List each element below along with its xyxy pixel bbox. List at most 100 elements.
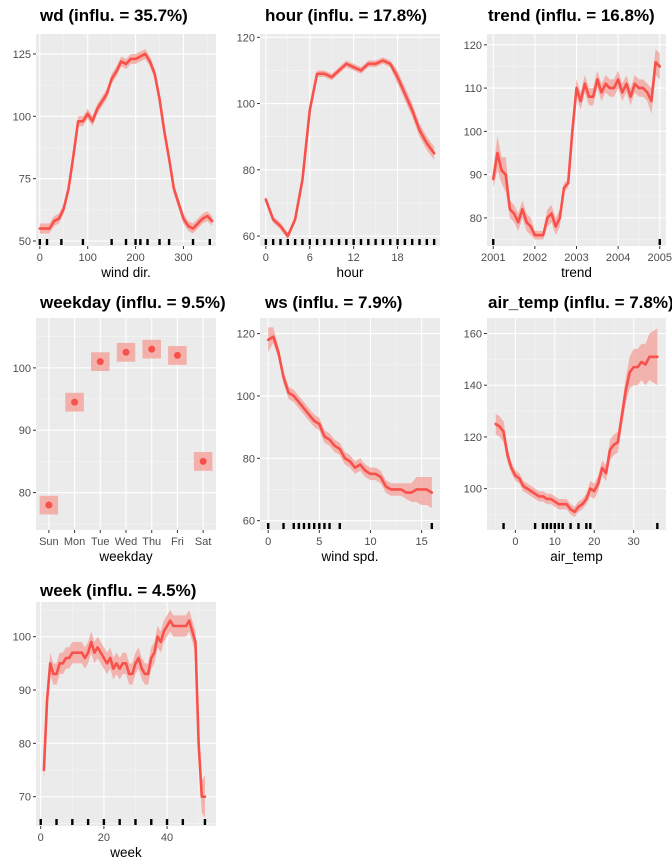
panel-title: ws (influ. = 7.9%) [264, 293, 402, 312]
data-layer [38, 48, 214, 245]
x-tick-label: 0 [38, 832, 44, 844]
point [45, 501, 53, 509]
x-tick-label: 40 [161, 832, 173, 844]
series-line [491, 60, 662, 237]
plot-background [36, 602, 216, 826]
x-axis-label: wind spd. [320, 549, 378, 564]
data-layer [39, 339, 213, 515]
series-line [266, 335, 434, 494]
x-tick-label: 20 [98, 832, 110, 844]
y-tick-label: 80 [243, 453, 255, 465]
y-tick-label: 60 [243, 231, 255, 243]
y-tick-label: 120 [237, 329, 255, 341]
x-tick-label: 20 [588, 536, 600, 548]
y-tick-label: 120 [464, 40, 482, 52]
x-tick-label: 10 [549, 536, 561, 548]
panel-hour: hour (influ. = 17.8%) 60 80 100 120 0 6 12 18 hou… [237, 6, 440, 280]
panel-title: air_temp (influ. = 7.8%) [488, 293, 672, 312]
y-tick-label: 110 [464, 83, 482, 95]
plot-background [260, 34, 440, 246]
confidence-band [495, 328, 658, 518]
y-tick-label: 100 [464, 484, 482, 496]
y-tick-label: 125 [13, 49, 31, 61]
y-tick-label: 80 [243, 165, 255, 177]
x-axis-label: wind dir. [100, 265, 151, 280]
y-tick-label: 120 [464, 432, 482, 444]
y-tick-label: 100 [13, 363, 31, 375]
point [148, 345, 156, 353]
y-tick-label: 100 [13, 632, 31, 644]
y-tick-label: 120 [237, 32, 255, 44]
x-tick-label: 100 [79, 252, 97, 264]
point [71, 398, 79, 406]
series-line [38, 52, 214, 230]
panel-title: week (influ. = 4.5%) [39, 581, 196, 600]
y-tick-label: 80 [19, 488, 31, 500]
x-tick-label: 2003 [564, 252, 588, 264]
confidence-band [43, 610, 205, 818]
data-layer [39, 610, 207, 825]
y-tick-label: 140 [464, 380, 482, 392]
data-layer [494, 328, 659, 529]
x-tick-label: Sat [195, 536, 212, 548]
x-tick-label: 15 [415, 536, 427, 548]
x-tick-label: 5 [316, 536, 322, 548]
point [96, 358, 104, 366]
y-tick-label: 90 [19, 425, 31, 437]
y-tick-label: 60 [243, 516, 255, 528]
data-layer [264, 57, 436, 245]
panel-ws: ws (influ. = 7.9%) 60 80 100 120 0 5 10 15 wind s… [237, 293, 440, 564]
y-tick-label: 160 [464, 329, 482, 341]
x-tick-label: 30 [628, 536, 640, 548]
x-tick-label: 0 [265, 536, 271, 548]
x-axis-label: trend [561, 265, 592, 280]
x-tick-label: 12 [348, 252, 360, 264]
point [199, 457, 207, 465]
confidence-band [39, 48, 213, 234]
x-tick-label: 300 [174, 252, 192, 264]
panel-air_temp: air_temp (influ. = 7.8%) 100 120 140 160 0 10 2… [464, 293, 672, 564]
y-tick-label: 70 [19, 792, 31, 804]
y-tick-label: 100 [237, 99, 255, 111]
panel-title: trend (influ. = 16.8%) [488, 6, 655, 25]
y-tick-label: 90 [19, 685, 31, 697]
x-tick-label: 6 [307, 252, 313, 264]
point [173, 351, 181, 359]
point [122, 348, 130, 356]
panel-week: week (influ. = 4.5%) 70 80 90 100 0 20 40 week [13, 581, 216, 860]
y-tick-label: 80 [19, 738, 31, 750]
x-tick-label: Sun [39, 536, 59, 548]
panel-title: weekday (influ. = 9.5%) [39, 293, 226, 312]
x-axis-label: weekday [98, 549, 153, 564]
x-tick-label: 2005 [648, 252, 672, 264]
series-line [42, 619, 207, 798]
x-tick-label: 0 [512, 536, 518, 548]
x-axis-label: week [109, 845, 142, 860]
x-tick-label: Mon [64, 536, 85, 548]
x-tick-label: 2001 [481, 252, 505, 264]
x-tick-label: 10 [364, 536, 376, 548]
x-tick-label: 2004 [606, 252, 630, 264]
panel-title: hour (influ. = 17.8%) [265, 6, 427, 25]
x-axis-label: hour [336, 265, 364, 280]
plot-background [36, 34, 216, 246]
y-tick-label: 90 [470, 170, 482, 182]
y-tick-label: 50 [19, 236, 31, 248]
y-tick-label: 100 [464, 126, 482, 138]
x-tick-label: Thu [142, 536, 161, 548]
x-tick-label: 200 [126, 252, 144, 264]
x-tick-label: Fri [171, 536, 184, 548]
x-axis-label: air_temp [550, 549, 603, 564]
panel-weekday: weekday (influ. = 9.5%) 80 90 100 Sun Mon Tue W… [13, 293, 226, 564]
x-tick-label: Tue [91, 536, 110, 548]
x-tick-label: 0 [263, 252, 269, 264]
panel-wd: wd (influ. = 35.7%) 50 75 100 125 0 100 200 300 w… [13, 6, 216, 280]
series-line [264, 59, 436, 238]
x-tick-label: 0 [37, 252, 43, 264]
x-tick-label: 18 [391, 252, 403, 264]
x-tick-label: Wed [115, 536, 137, 548]
y-tick-label: 80 [470, 213, 482, 225]
y-tick-label: 100 [13, 111, 31, 123]
panel-trend: trend (influ. = 16.8%) 80 90 100 110 120 2001 2… [464, 6, 672, 280]
